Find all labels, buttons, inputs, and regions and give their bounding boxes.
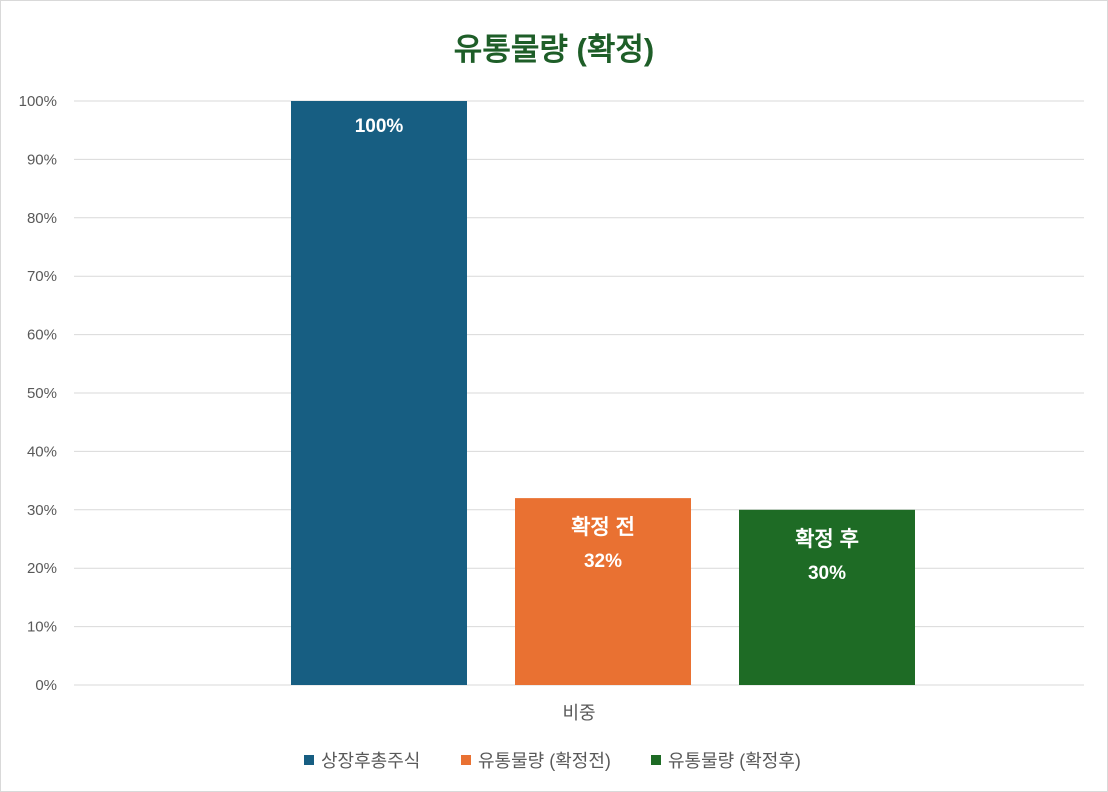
legend-label: 상장후총주식: [321, 751, 420, 771]
bar: [739, 509, 915, 685]
y-tick-label: 20%: [27, 560, 57, 577]
gridlines: [74, 100, 1084, 686]
legend: 상장후총주식 유통물량 (확정전) 유통물량 (확정후): [304, 751, 801, 771]
y-tick-label: 10%: [27, 619, 57, 636]
data-label: 100%: [355, 116, 404, 137]
x-category-label: 비중: [562, 703, 595, 723]
legend-label: 유통물량 (확정전): [478, 751, 611, 771]
y-tick-label: 60%: [27, 327, 57, 344]
bar: [291, 101, 467, 685]
bar: [515, 498, 691, 685]
legend-item: 상장후총주식: [304, 751, 420, 771]
y-axis: 0% 10% 20% 30% 40% 50% 60% 70% 80% 90% 100%: [19, 93, 57, 694]
data-labels: 100% 확정 전 32% 확정 후 30%: [355, 116, 859, 584]
y-tick-label: 80%: [27, 210, 57, 227]
data-label: 확정 후: [795, 527, 859, 551]
y-tick-label: 90%: [27, 151, 57, 168]
y-tick-label: 40%: [27, 443, 57, 460]
legend-swatch: [304, 755, 314, 765]
x-axis: 비중: [562, 703, 595, 723]
data-label: 30%: [808, 563, 846, 584]
legend-item: 유통물량 (확정전): [461, 751, 611, 771]
data-label: 32%: [584, 551, 622, 572]
y-tick-label: 70%: [27, 268, 57, 285]
y-tick-label: 30%: [27, 502, 57, 519]
legend-item: 유통물량 (확정후): [651, 751, 801, 771]
y-tick-label: 50%: [27, 385, 57, 402]
y-tick-label: 100%: [19, 93, 57, 110]
legend-swatch: [461, 755, 471, 765]
legend-swatch: [651, 755, 661, 765]
chart-title: 유통물량 (확정): [454, 32, 654, 67]
bars: [291, 101, 915, 685]
legend-label: 유통물량 (확정후): [668, 751, 801, 771]
data-label: 확정 전: [571, 516, 635, 539]
y-tick-label: 0%: [35, 677, 57, 694]
